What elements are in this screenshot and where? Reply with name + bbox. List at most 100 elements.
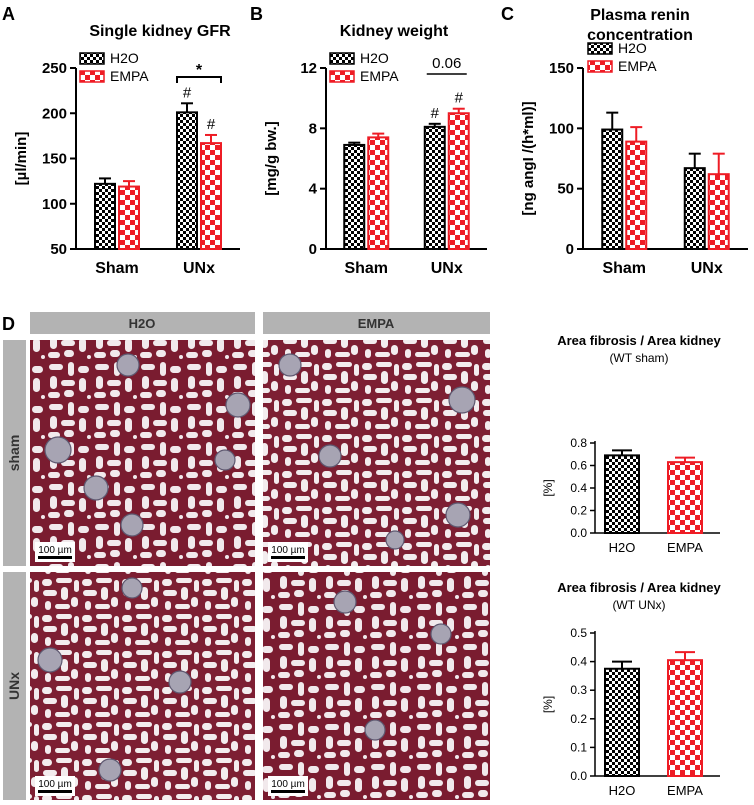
y-axis-label: [ng angI /(h*ml)] xyxy=(520,101,537,215)
bar-h2o-unx xyxy=(176,111,198,250)
y-axis-label: [%] xyxy=(541,479,555,496)
significance-bracket xyxy=(176,76,222,83)
x-category-label: EMPA xyxy=(667,540,703,555)
y-axis-label: [%] xyxy=(541,696,555,713)
y-tick-label: 0.3 xyxy=(570,683,587,697)
bar-empa xyxy=(667,461,703,534)
y-tick-label: 0 xyxy=(566,241,574,258)
y-tick-label: 0.4 xyxy=(570,481,587,495)
x-category-label: UNx xyxy=(431,260,463,277)
chart-subtitle-d1: (WT sham) xyxy=(609,351,668,365)
chart-subtitle-d2: (WT UNx) xyxy=(612,598,665,612)
x-category-label: Sham xyxy=(95,260,139,277)
legend-swatch-h2o xyxy=(79,52,105,65)
micrograph-grid: H2O EMPA sham UNx 100 µm 100 µm xyxy=(3,312,490,800)
row-bar-unx xyxy=(3,572,26,800)
y-tick-label: 4 xyxy=(309,181,318,198)
y-axis-label: [µl/min] xyxy=(13,132,30,186)
scale-bar-unx-h2o: 100 µm xyxy=(35,776,75,796)
y-tick-label: 200 xyxy=(42,105,67,122)
legend-swatch-empa xyxy=(587,60,613,73)
y-tick-label: 150 xyxy=(42,151,67,168)
chart-plasma-renin: Plasma renin concentration 0 50 100 150 [ng an… xyxy=(520,7,748,277)
significance-hash-empa: # xyxy=(455,90,464,107)
y-tick-label: 0 xyxy=(309,241,317,258)
bar-h2o-unx xyxy=(423,125,446,250)
scale-bar-sham-empa: 100 µm xyxy=(268,542,308,562)
y-tick-label: 50 xyxy=(557,181,574,198)
y-tick-label: 0.0 xyxy=(570,769,587,783)
y-tick-label: 0.1 xyxy=(570,740,587,754)
legend-label-h2o: H2O xyxy=(618,40,647,56)
chart-title-d2: Area fibrosis / Area kidney xyxy=(557,580,721,595)
legend-label-h2o: H2O xyxy=(360,50,389,66)
chart-fibrosis-unx: Area fibrosis / Area kidney (WT UNx) 0.0 0.… xyxy=(541,580,722,798)
panel-letter-c: C xyxy=(501,4,514,24)
y-tick-label: 0.6 xyxy=(570,459,587,473)
header-bar-empa xyxy=(263,312,490,334)
y-tick-label: 50 xyxy=(50,241,67,258)
header-label-h2o: H2O xyxy=(129,316,156,331)
legend-swatch-h2o xyxy=(587,42,613,55)
row-label-unx: UNx xyxy=(6,672,22,700)
chart-fibrosis-sham: Area fibrosis / Area kidney (WT sham) 0.0 0… xyxy=(541,333,722,555)
x-category-label: H2O xyxy=(609,540,636,555)
scale-bar-unx-empa: 100 µm xyxy=(268,776,308,796)
x-category-label: UNx xyxy=(691,260,723,277)
y-tick-label: 0.2 xyxy=(570,712,587,726)
bar-empa-unx xyxy=(447,112,470,250)
legend-label-empa: EMPA xyxy=(110,68,149,84)
y-tick-label: 250 xyxy=(42,60,67,77)
y-tick-label: 0.2 xyxy=(570,504,587,518)
svg-text:100 µm: 100 µm xyxy=(38,545,72,556)
y-tick-label: 0.8 xyxy=(570,436,587,450)
legend-swatch-h2o xyxy=(329,52,355,65)
chart-title-c: Plasma renin xyxy=(590,7,690,24)
y-tick-label: 0.5 xyxy=(570,626,587,640)
y-axis-label: [mg/g bw.] xyxy=(263,121,280,195)
legend-swatch-empa xyxy=(329,70,355,83)
svg-text:100 µm: 100 µm xyxy=(38,779,72,790)
svg-text:100 µm: 100 µm xyxy=(271,779,305,790)
legend-swatch-empa xyxy=(79,70,105,83)
legend-label-empa: EMPA xyxy=(360,68,399,84)
chart-title-line2-c: concentration xyxy=(587,27,693,44)
bar-empa-unx xyxy=(707,173,730,250)
bar-h2o-unx xyxy=(683,167,706,250)
panel-letter-a: A xyxy=(2,4,15,24)
x-category-label: Sham xyxy=(602,260,646,277)
significance-hash-h2o: # xyxy=(431,105,440,122)
y-tick-label: 12 xyxy=(300,60,317,77)
y-tick-label: 0.4 xyxy=(570,655,587,669)
x-category-label: Sham xyxy=(344,260,388,277)
bar-empa-sham xyxy=(625,140,648,251)
header-label-empa: EMPA xyxy=(358,316,395,331)
legend-label-h2o: H2O xyxy=(110,50,139,66)
bar-h2o-sham xyxy=(343,143,366,250)
y-tick-label: 8 xyxy=(309,120,317,137)
bar-h2o-sham xyxy=(94,182,116,250)
chart-title-d1: Area fibrosis / Area kidney xyxy=(557,333,721,348)
chart-title-a: Single kidney GFR xyxy=(89,23,231,40)
legend-label-empa: EMPA xyxy=(618,58,657,74)
pvalue-label: 0.06 xyxy=(432,55,461,72)
panel-letter-b: B xyxy=(250,4,263,24)
row-bar-sham xyxy=(3,340,26,566)
micrograph-empa-unx xyxy=(263,572,490,800)
glomeruli xyxy=(37,353,476,782)
chart-kidney-weight: Kidney weight 0 4 8 12 [mg/g bw.] Sham UNx H2O EM… xyxy=(263,23,487,277)
chart-single-kidney-gfr: Single kidney GFR 50 100 150 200 250 [µl/min] S… xyxy=(13,23,240,277)
x-category-label: EMPA xyxy=(667,783,703,798)
significance-hash-empa: # xyxy=(207,116,216,133)
y-tick-label: 100 xyxy=(549,120,574,137)
row-label-sham: sham xyxy=(6,435,22,472)
panel-letter-d: D xyxy=(2,314,15,334)
svg-text:100 µm: 100 µm xyxy=(271,545,305,556)
bar-empa-sham xyxy=(118,185,140,250)
bar-h2o xyxy=(604,454,640,534)
significance-hash-h2o: # xyxy=(183,84,192,101)
header-bar-h2o xyxy=(30,312,255,334)
y-tick-label: 150 xyxy=(549,60,574,77)
bar-empa xyxy=(667,659,703,777)
